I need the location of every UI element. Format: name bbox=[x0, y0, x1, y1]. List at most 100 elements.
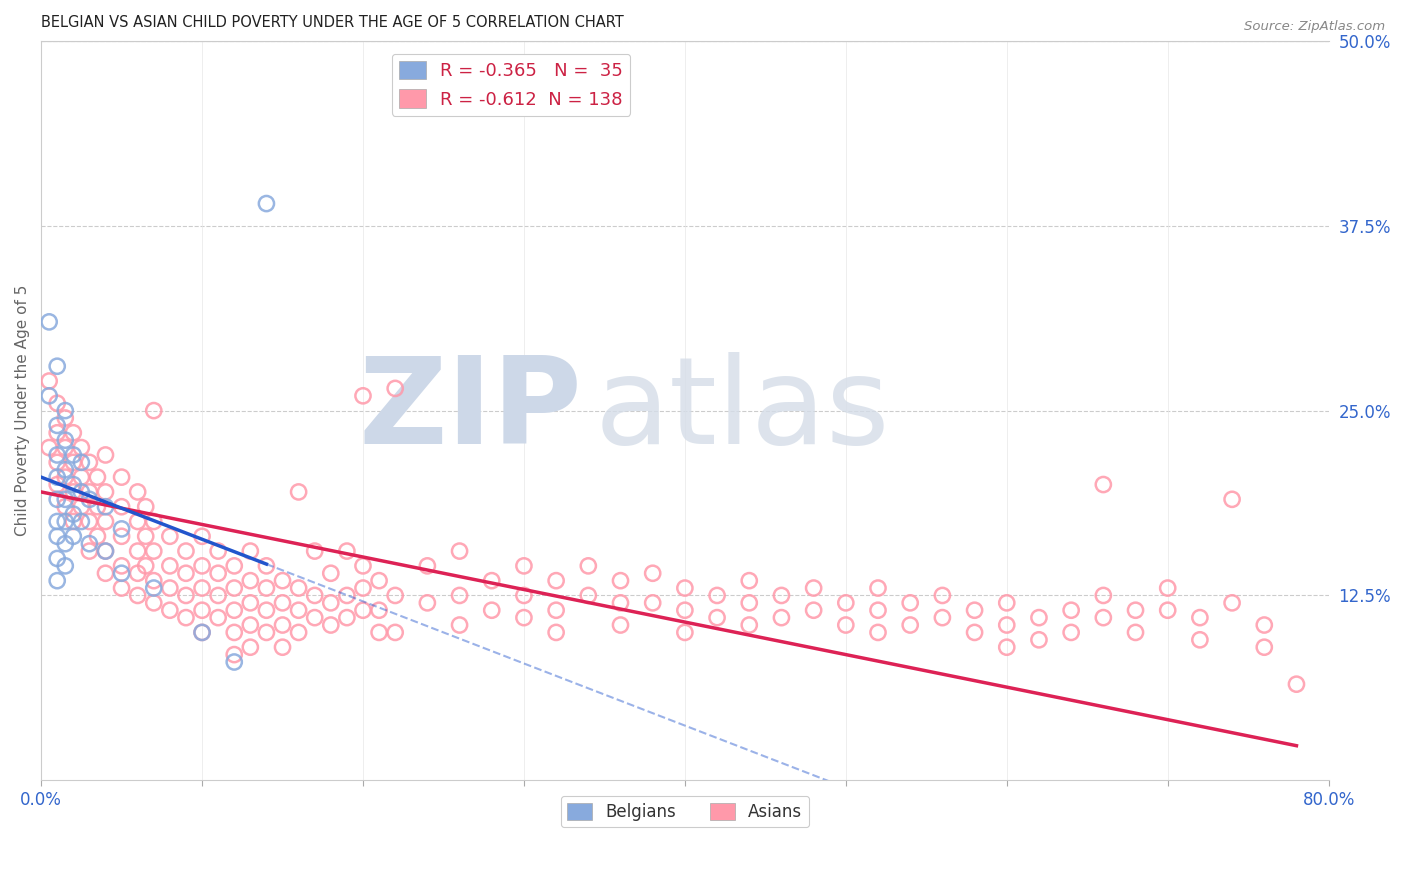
Point bbox=[142, 403, 165, 417]
Point bbox=[127, 544, 149, 558]
Point bbox=[62, 455, 84, 469]
Point bbox=[239, 574, 262, 588]
Point bbox=[94, 544, 117, 558]
Point bbox=[352, 603, 374, 617]
Text: BELGIAN VS ASIAN CHILD POVERTY UNDER THE AGE OF 5 CORRELATION CHART: BELGIAN VS ASIAN CHILD POVERTY UNDER THE… bbox=[41, 15, 624, 30]
Point bbox=[368, 603, 391, 617]
Point bbox=[609, 596, 631, 610]
Point bbox=[174, 589, 197, 603]
Point bbox=[70, 470, 93, 484]
Point bbox=[304, 589, 326, 603]
Point bbox=[142, 515, 165, 529]
Point bbox=[1188, 610, 1211, 624]
Point bbox=[46, 492, 69, 507]
Point bbox=[38, 389, 60, 403]
Point bbox=[1092, 589, 1115, 603]
Point bbox=[79, 544, 101, 558]
Point bbox=[384, 381, 406, 395]
Point bbox=[513, 558, 536, 573]
Text: ZIP: ZIP bbox=[359, 352, 582, 469]
Point bbox=[110, 558, 132, 573]
Point bbox=[416, 558, 439, 573]
Point bbox=[38, 315, 60, 329]
Point bbox=[224, 625, 246, 640]
Point bbox=[287, 603, 309, 617]
Point bbox=[79, 492, 101, 507]
Point bbox=[641, 566, 664, 581]
Point bbox=[70, 484, 93, 499]
Point bbox=[239, 640, 262, 655]
Point bbox=[336, 589, 359, 603]
Point bbox=[142, 596, 165, 610]
Point bbox=[174, 544, 197, 558]
Point bbox=[609, 574, 631, 588]
Point bbox=[738, 618, 761, 632]
Point bbox=[866, 625, 889, 640]
Point bbox=[224, 558, 246, 573]
Point bbox=[319, 596, 342, 610]
Point bbox=[53, 433, 76, 447]
Point bbox=[94, 544, 117, 558]
Point bbox=[898, 596, 921, 610]
Point bbox=[1157, 581, 1180, 595]
Point bbox=[62, 529, 84, 543]
Point bbox=[62, 484, 84, 499]
Point bbox=[46, 425, 69, 440]
Point bbox=[336, 610, 359, 624]
Point bbox=[931, 610, 953, 624]
Point bbox=[46, 477, 69, 491]
Point bbox=[368, 574, 391, 588]
Point bbox=[79, 537, 101, 551]
Point bbox=[191, 529, 214, 543]
Point bbox=[224, 655, 246, 669]
Point bbox=[135, 529, 157, 543]
Point bbox=[304, 544, 326, 558]
Point bbox=[239, 544, 262, 558]
Point bbox=[239, 596, 262, 610]
Point bbox=[673, 581, 696, 595]
Point bbox=[46, 515, 69, 529]
Point bbox=[53, 403, 76, 417]
Point bbox=[449, 589, 471, 603]
Point bbox=[1028, 632, 1050, 647]
Point bbox=[835, 618, 858, 632]
Point bbox=[53, 411, 76, 425]
Point bbox=[94, 566, 117, 581]
Point bbox=[1092, 610, 1115, 624]
Point bbox=[673, 603, 696, 617]
Point bbox=[738, 574, 761, 588]
Point bbox=[706, 610, 728, 624]
Point bbox=[963, 625, 986, 640]
Point bbox=[70, 455, 93, 469]
Point bbox=[287, 484, 309, 499]
Point bbox=[1188, 632, 1211, 647]
Point bbox=[319, 566, 342, 581]
Point bbox=[53, 500, 76, 514]
Point bbox=[481, 574, 503, 588]
Point bbox=[142, 544, 165, 558]
Point bbox=[127, 515, 149, 529]
Point bbox=[79, 515, 101, 529]
Point bbox=[46, 396, 69, 410]
Point bbox=[513, 589, 536, 603]
Point bbox=[546, 574, 568, 588]
Point bbox=[62, 507, 84, 521]
Point bbox=[191, 625, 214, 640]
Point bbox=[62, 448, 84, 462]
Point bbox=[46, 359, 69, 374]
Point bbox=[546, 603, 568, 617]
Point bbox=[995, 640, 1018, 655]
Point bbox=[70, 515, 93, 529]
Point bbox=[271, 596, 294, 610]
Point bbox=[142, 574, 165, 588]
Point bbox=[191, 625, 214, 640]
Point bbox=[46, 448, 69, 462]
Point bbox=[835, 596, 858, 610]
Point bbox=[1125, 603, 1147, 617]
Point bbox=[254, 558, 277, 573]
Point bbox=[53, 558, 76, 573]
Point bbox=[86, 500, 108, 514]
Point bbox=[1157, 603, 1180, 617]
Point bbox=[254, 625, 277, 640]
Point bbox=[995, 596, 1018, 610]
